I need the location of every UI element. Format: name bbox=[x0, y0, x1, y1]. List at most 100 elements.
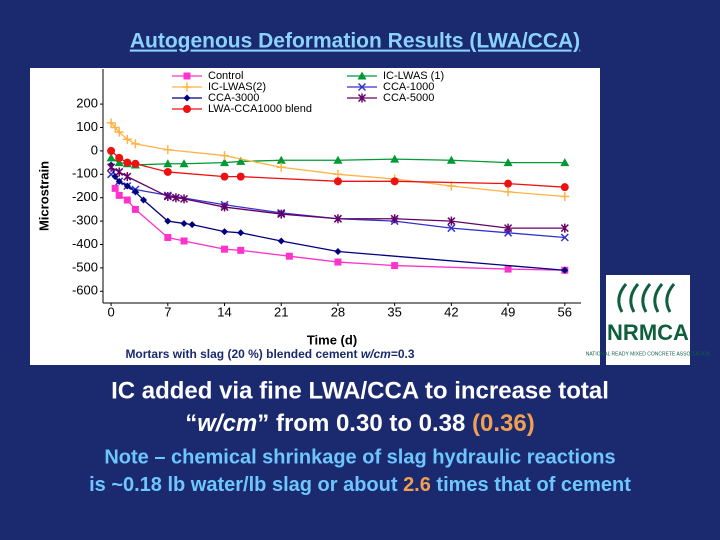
x-tick-label: 21 bbox=[274, 304, 288, 319]
legend-marker bbox=[357, 71, 367, 80]
marker bbox=[171, 193, 180, 203]
marker bbox=[110, 123, 120, 132]
marker bbox=[391, 262, 399, 270]
marker bbox=[163, 145, 173, 155]
logo-box bbox=[606, 275, 690, 365]
note-text: w/cm bbox=[361, 347, 391, 361]
marker bbox=[221, 245, 229, 253]
note-line: is ~0.18 lb water/lb slag or about 2.6 t… bbox=[89, 474, 631, 496]
marker bbox=[333, 169, 343, 179]
marker bbox=[236, 172, 245, 181]
marker bbox=[237, 246, 245, 254]
marker bbox=[180, 219, 188, 227]
marker bbox=[179, 159, 189, 168]
legend-marker bbox=[183, 105, 191, 113]
chart-note: Mortars with slag (20 %) blended cement … bbox=[125, 347, 414, 361]
marker bbox=[446, 155, 456, 164]
marker bbox=[220, 151, 230, 161]
body-part: w/cm bbox=[197, 410, 257, 437]
chart: 200 100 0 -100 -200 -300 -400 -500 -600 0 7 14 21 28 3… bbox=[36, 69, 581, 347]
x-tick-label: 0 bbox=[107, 304, 114, 319]
marker bbox=[561, 266, 569, 274]
marker bbox=[122, 134, 132, 144]
marker bbox=[131, 188, 139, 196]
marker bbox=[334, 258, 342, 266]
marker bbox=[333, 214, 342, 224]
logo-arcs bbox=[617, 283, 676, 313]
marker bbox=[220, 202, 229, 212]
marker bbox=[164, 233, 172, 241]
marker bbox=[115, 177, 123, 185]
y-tick-label: 100 bbox=[76, 119, 98, 134]
marker bbox=[130, 139, 140, 149]
y-tick-label: 0 bbox=[91, 142, 98, 157]
marker bbox=[390, 154, 400, 163]
x-tick-label: 49 bbox=[501, 304, 515, 319]
marker bbox=[114, 158, 124, 167]
marker bbox=[560, 233, 569, 242]
marker bbox=[504, 179, 513, 188]
x-axis-title: Time (d) bbox=[307, 332, 357, 347]
marker bbox=[140, 196, 148, 204]
marker bbox=[114, 127, 124, 137]
marker bbox=[163, 159, 173, 168]
legend-marker bbox=[183, 94, 191, 102]
marker bbox=[163, 192, 172, 202]
note-text: Mortars with slag (20 %) blended cement bbox=[125, 347, 360, 361]
body-text: “w/cm” from 0.30 to 0.38 (0.36) bbox=[185, 410, 534, 437]
body-text: IC added via fine LWA/CCA to increase to… bbox=[111, 377, 609, 404]
x-tick-label: 14 bbox=[217, 304, 231, 319]
body-part: ” from 0.30 to 0.38 bbox=[257, 410, 472, 437]
marker bbox=[107, 146, 116, 155]
y-tick-label: -500 bbox=[72, 259, 98, 274]
legend-marker bbox=[357, 93, 367, 103]
marker bbox=[115, 153, 124, 162]
marker bbox=[123, 158, 132, 167]
note-highlight: 2.6 bbox=[403, 474, 431, 496]
marker bbox=[220, 158, 230, 167]
logo-name: NRMCA bbox=[607, 320, 689, 345]
logo-subtitle: NATIONAL READY MIXED CONCRETE ASSOCIATIO… bbox=[586, 351, 711, 357]
marker bbox=[220, 172, 229, 181]
marker bbox=[276, 155, 286, 164]
marker bbox=[285, 252, 293, 260]
marker bbox=[106, 118, 116, 128]
marker bbox=[180, 237, 188, 245]
x-tick-label: 7 bbox=[164, 304, 171, 319]
marker bbox=[188, 221, 196, 229]
y-tick-label: 200 bbox=[76, 96, 98, 111]
body-highlight: (0.36) bbox=[472, 410, 535, 437]
y-tick-label: -400 bbox=[72, 236, 98, 251]
note-text: =0.3 bbox=[391, 347, 415, 361]
marker bbox=[560, 192, 570, 202]
x-tick-label: 28 bbox=[331, 304, 345, 319]
x-tick-label: 56 bbox=[558, 304, 572, 319]
marker bbox=[277, 237, 285, 245]
marker bbox=[106, 153, 116, 162]
legend-label: IC-LWAS (1) bbox=[383, 70, 444, 82]
marker bbox=[390, 214, 399, 224]
legend-label: CCA-3000 bbox=[208, 92, 259, 104]
marker bbox=[115, 167, 124, 177]
y-tick-label: -100 bbox=[72, 166, 98, 181]
marker bbox=[111, 184, 119, 192]
marker bbox=[447, 216, 456, 226]
y-tick-label: -300 bbox=[72, 213, 98, 228]
marker bbox=[237, 229, 245, 237]
marker bbox=[115, 191, 123, 199]
marker bbox=[221, 228, 229, 236]
y-tick-label: -200 bbox=[72, 189, 98, 204]
marker bbox=[390, 177, 399, 186]
legend-marker bbox=[182, 82, 192, 92]
note-part: times that of cement bbox=[431, 474, 631, 496]
note-part: is ~0.18 lb water/lb slag or about bbox=[89, 474, 403, 496]
marker bbox=[276, 162, 286, 172]
marker bbox=[123, 182, 131, 190]
y-axis-title: Microstrain bbox=[36, 161, 51, 231]
marker bbox=[131, 205, 139, 213]
marker bbox=[503, 158, 513, 167]
marker bbox=[277, 209, 286, 219]
marker bbox=[236, 156, 246, 165]
marker bbox=[107, 162, 116, 172]
body-part: “ bbox=[185, 410, 197, 437]
